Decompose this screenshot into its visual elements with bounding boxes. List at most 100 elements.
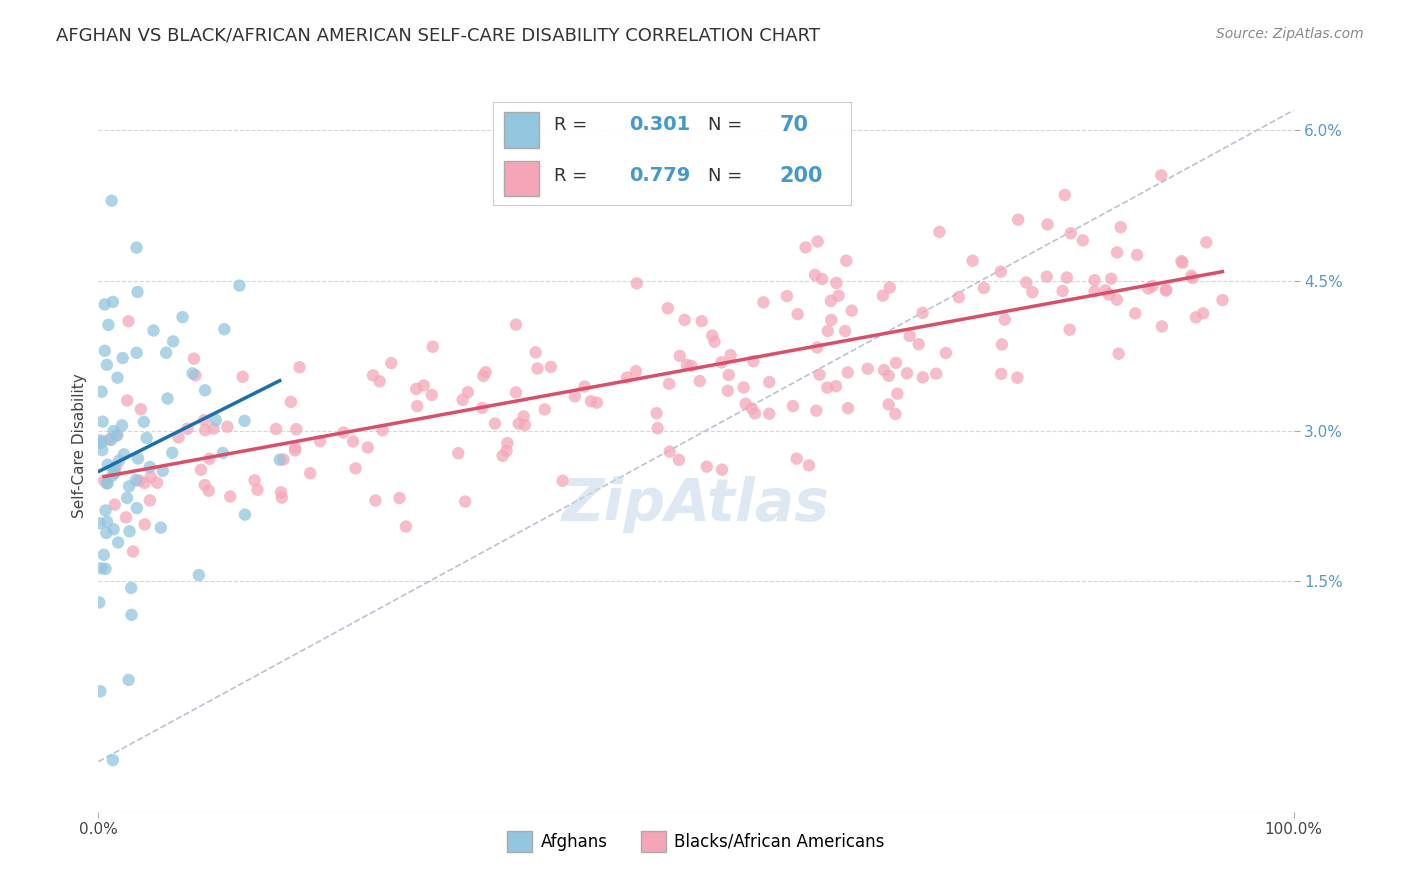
- Point: [551, 474, 574, 488]
- Point: [105, 428, 128, 442]
- Point: [284, 441, 307, 455]
- Point: [155, 345, 177, 359]
- Point: [269, 452, 291, 467]
- Point: [96, 515, 118, 529]
- Point: [696, 459, 718, 474]
- Point: [94, 562, 117, 576]
- Point: [107, 535, 129, 549]
- Point: [420, 388, 443, 402]
- Point: [160, 446, 183, 460]
- Point: [104, 459, 127, 474]
- Point: [472, 368, 495, 383]
- Point: [1195, 235, 1218, 250]
- Point: [837, 401, 859, 416]
- Point: [357, 441, 380, 455]
- Point: [194, 384, 217, 398]
- Point: [804, 268, 827, 282]
- Point: [280, 395, 302, 409]
- Point: [579, 394, 602, 409]
- Point: [856, 361, 879, 376]
- Point: [711, 462, 734, 476]
- Point: [873, 363, 896, 377]
- Point: [125, 241, 148, 255]
- Point: [270, 485, 292, 500]
- Point: [184, 368, 207, 383]
- Point: [89, 595, 111, 609]
- Point: [194, 423, 217, 437]
- Point: [104, 498, 127, 512]
- Point: [342, 434, 364, 449]
- Point: [89, 684, 111, 698]
- Point: [1083, 273, 1105, 287]
- Point: [128, 474, 150, 488]
- Point: [658, 376, 681, 391]
- Point: [703, 334, 725, 349]
- Legend: Afghans, Blacks/African Americans: Afghans, Blacks/African Americans: [501, 824, 891, 858]
- Point: [118, 524, 141, 539]
- Point: [689, 374, 711, 388]
- Point: [299, 467, 322, 481]
- Point: [139, 460, 162, 475]
- Point: [115, 491, 138, 505]
- Point: [183, 351, 205, 366]
- Point: [89, 434, 111, 448]
- Point: [911, 370, 934, 384]
- Point: [474, 365, 496, 379]
- Point: [93, 474, 115, 488]
- Point: [886, 386, 908, 401]
- Point: [96, 476, 118, 491]
- Point: [120, 581, 142, 595]
- Point: [825, 379, 848, 393]
- Point: [807, 235, 830, 249]
- Point: [108, 453, 131, 467]
- Point: [1056, 270, 1078, 285]
- Point: [454, 494, 477, 508]
- Point: [962, 253, 984, 268]
- Point: [505, 318, 527, 332]
- Point: [508, 417, 530, 431]
- Point: [820, 313, 842, 327]
- Point: [405, 382, 427, 396]
- Point: [1180, 268, 1202, 283]
- Point: [135, 431, 157, 445]
- Point: [129, 402, 152, 417]
- Point: [97, 458, 120, 472]
- Point: [744, 407, 766, 421]
- Point: [742, 354, 765, 368]
- Point: [991, 337, 1014, 351]
- Point: [91, 443, 114, 458]
- Point: [125, 501, 148, 516]
- Point: [1150, 169, 1173, 183]
- Point: [214, 322, 236, 336]
- Point: [1036, 269, 1059, 284]
- Point: [125, 346, 148, 360]
- Point: [1108, 347, 1130, 361]
- Point: [815, 381, 838, 395]
- Point: [422, 340, 444, 354]
- Point: [117, 673, 139, 687]
- Point: [782, 399, 804, 413]
- Point: [167, 430, 190, 444]
- Point: [717, 384, 740, 398]
- Point: [211, 446, 233, 460]
- Point: [132, 415, 155, 429]
- Point: [103, 522, 125, 536]
- Point: [115, 393, 138, 408]
- Point: [103, 424, 125, 438]
- Point: [198, 451, 221, 466]
- Point: [1021, 285, 1043, 300]
- Point: [103, 463, 125, 477]
- Point: [115, 510, 138, 524]
- Point: [90, 384, 112, 399]
- Point: [1137, 281, 1160, 295]
- Point: [990, 367, 1012, 381]
- Point: [1126, 248, 1149, 262]
- Point: [1142, 279, 1164, 293]
- Point: [710, 355, 733, 369]
- Point: [1150, 319, 1173, 334]
- Point: [806, 403, 828, 417]
- Point: [752, 295, 775, 310]
- Point: [246, 483, 269, 497]
- Point: [841, 303, 863, 318]
- Point: [758, 407, 780, 421]
